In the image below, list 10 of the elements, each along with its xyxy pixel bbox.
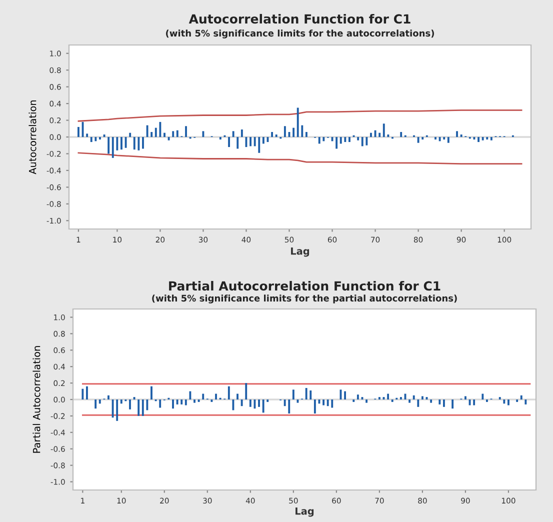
chart-title: Autocorrelation Function for C1 xyxy=(188,14,410,24)
chart-title: Partial Autocorrelation Function for C1 xyxy=(169,280,440,291)
line-series xyxy=(78,152,522,164)
x-axis-title: Lag xyxy=(296,508,314,517)
chart-subtitle: (with 5% significance limits for the partial autocorrelations) xyxy=(152,294,457,304)
chart-subtitle: (with 5% significance limits for the autocorrelations) xyxy=(166,30,434,38)
y-axis-title: Partial Autocorrelation xyxy=(32,346,40,453)
line-series xyxy=(78,110,522,122)
x-axis-title: Lag xyxy=(291,248,310,257)
y-axis-title: Autocorrelation xyxy=(28,100,36,174)
